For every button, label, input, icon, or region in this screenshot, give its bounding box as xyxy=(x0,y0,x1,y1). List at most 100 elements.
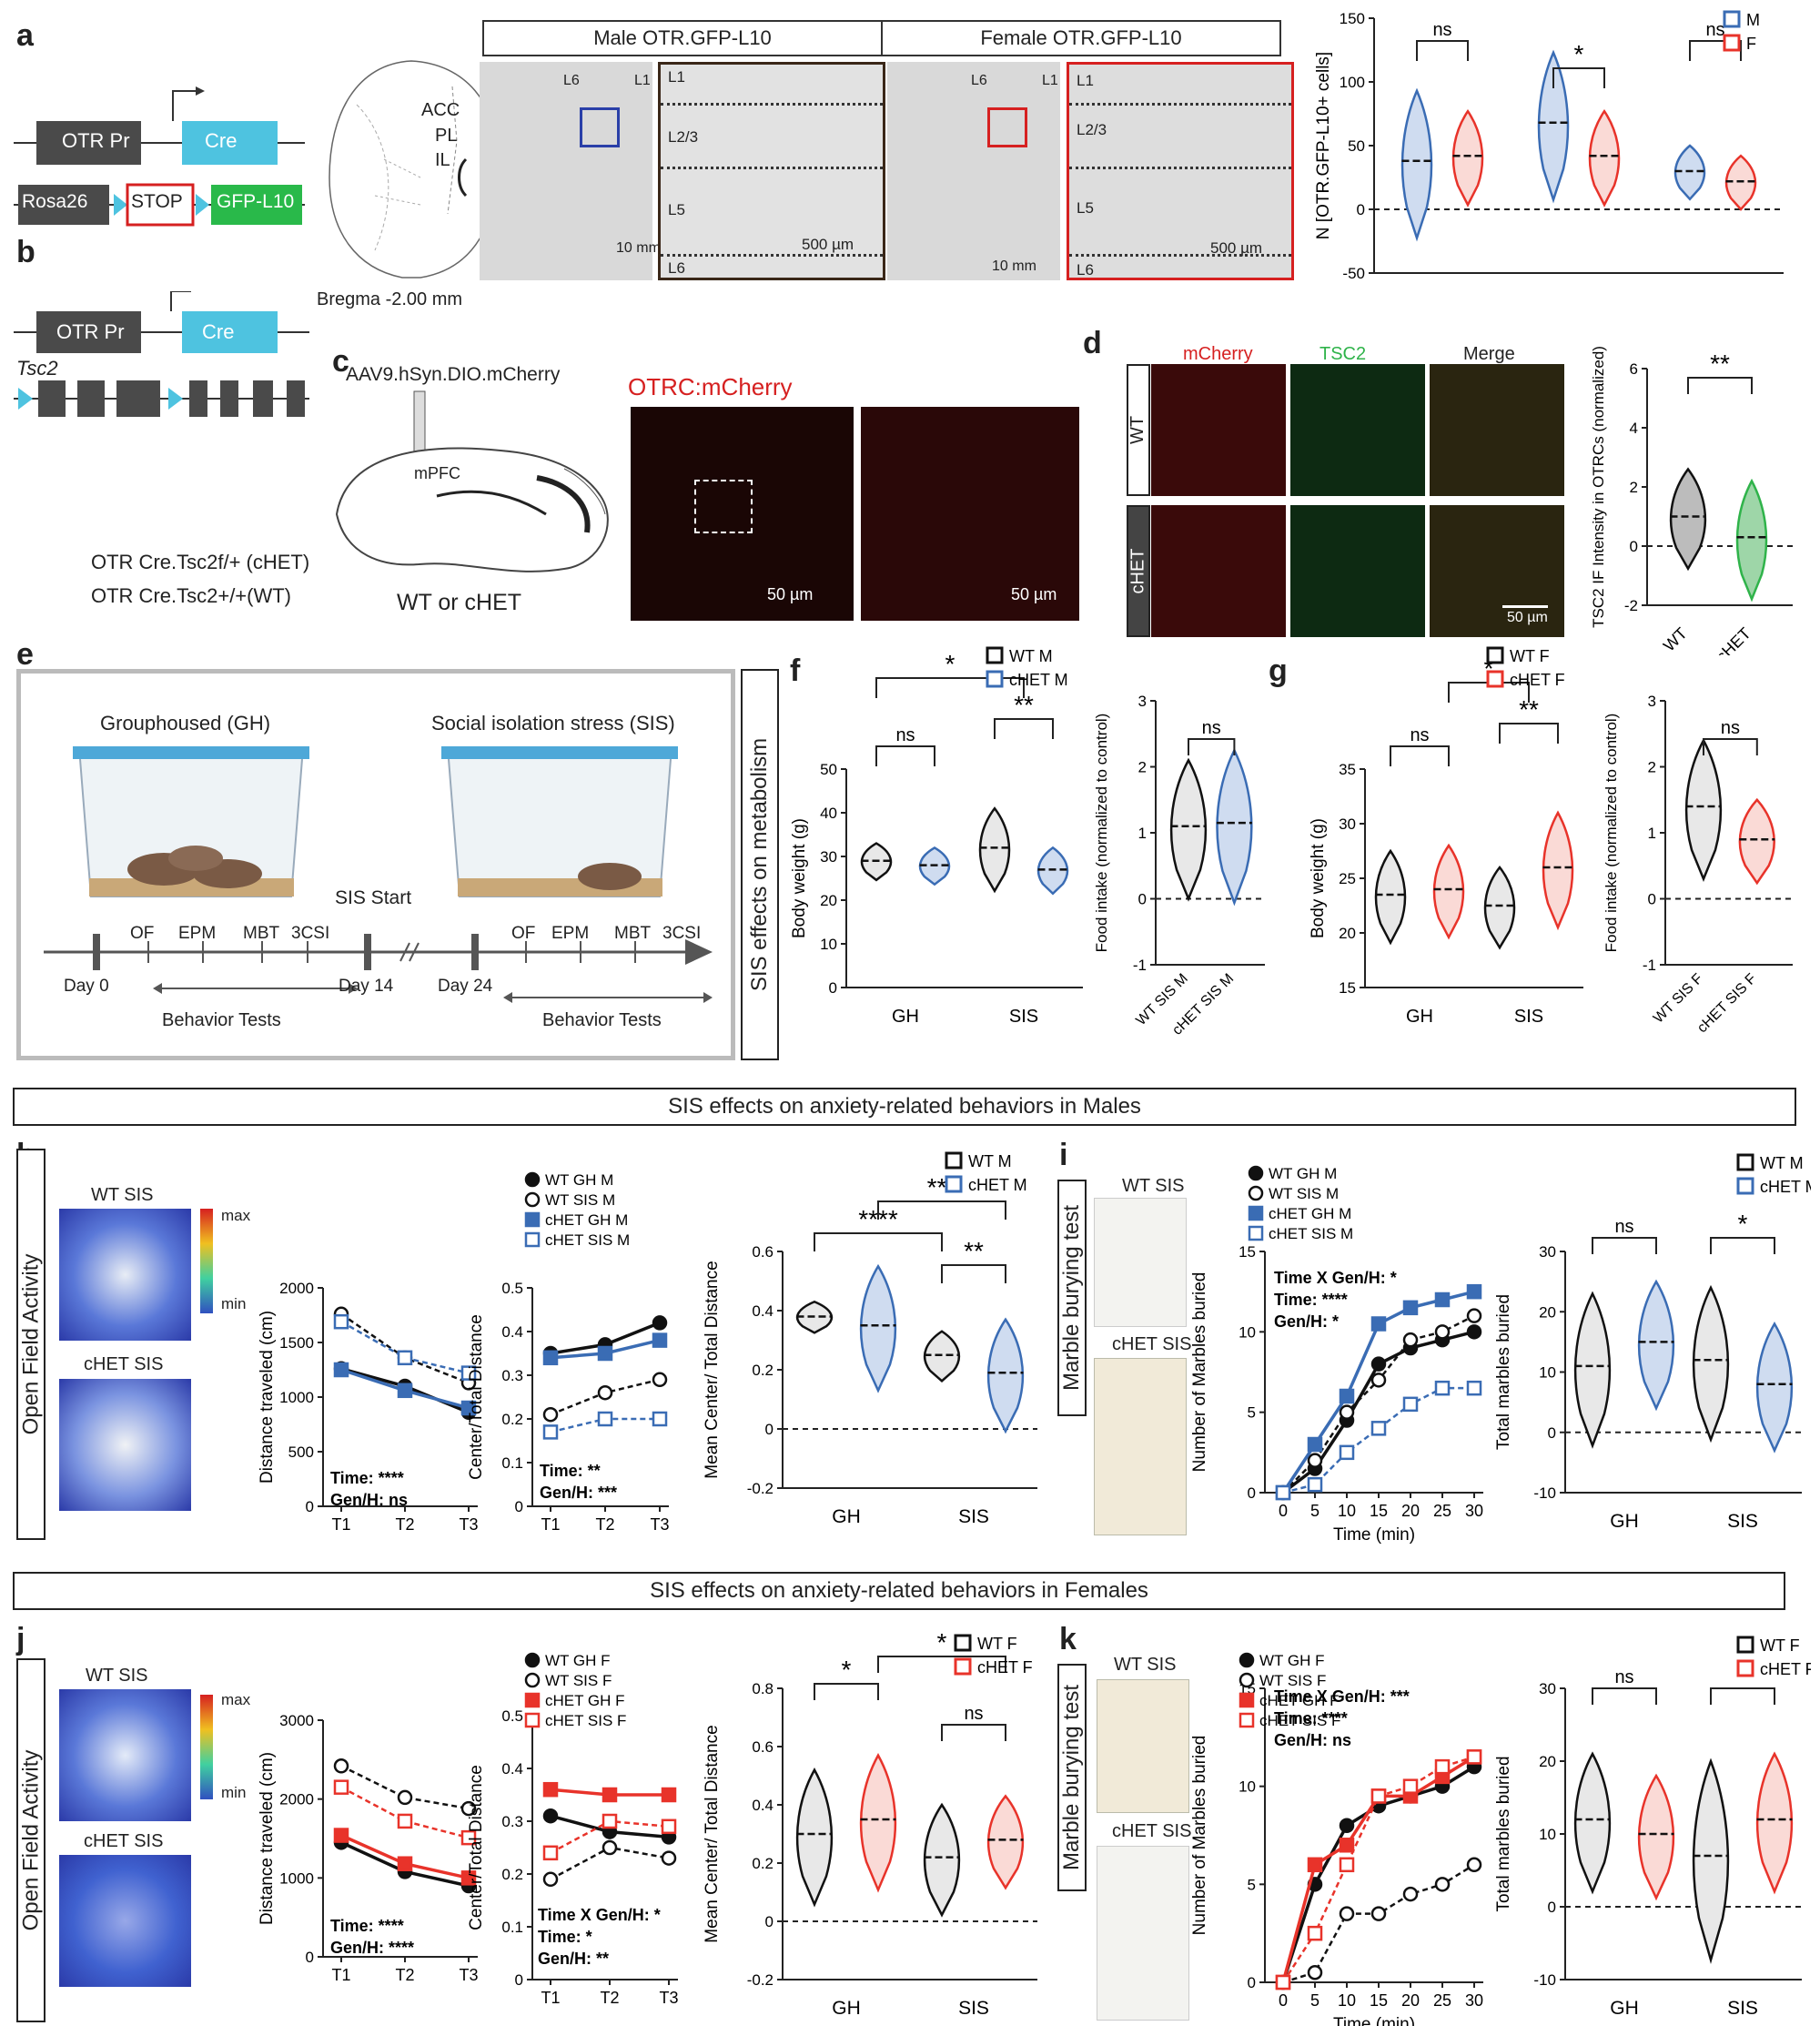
d-mcherry-label: mCherry xyxy=(1183,344,1253,364)
legend-label: WT GH F xyxy=(1259,1652,1324,1669)
rosa26-label: Rosa26 xyxy=(22,191,88,212)
legend-label: WT SIS F xyxy=(1259,1672,1326,1689)
violin-shape xyxy=(859,1263,897,1393)
data-point xyxy=(1307,1476,1323,1493)
legend-swatch xyxy=(1723,34,1741,52)
chart-f-body-weight-males: 0 10 20 30 40 50 Body weight (g) ns GH ** SIS * WT M… xyxy=(792,646,1083,1027)
significance-bracket xyxy=(1592,1237,1657,1254)
panel-label-c: c xyxy=(332,344,349,379)
legend-label: cHET GH F xyxy=(545,1692,625,1709)
y-tick-label: -0.2 xyxy=(747,1480,774,1497)
stop-label: STOP xyxy=(131,191,183,212)
data-point xyxy=(1370,1316,1387,1332)
y-tick-label: 0 xyxy=(515,1971,523,1989)
y-tick-label: 2 xyxy=(1648,759,1656,776)
x-tick-label: 0 xyxy=(1279,1502,1288,1520)
y-tick-label: 50 xyxy=(820,761,837,778)
legend-label: cHET GH M xyxy=(1269,1205,1351,1222)
significance-label: ns xyxy=(964,1704,983,1724)
data-point xyxy=(652,1315,668,1331)
legend-label: cHET GH F xyxy=(1259,1692,1340,1709)
male-zoom-image: L1 L2/3 L5 L6 500 µm xyxy=(658,62,885,280)
tick-mbt-2: MBT xyxy=(614,924,652,943)
females-banner: SIS effects on anxiety-related behaviors… xyxy=(13,1572,1785,1610)
stats-annotation: Time: **** xyxy=(330,1917,404,1935)
female-title-box: Female OTR.GFP-L10 xyxy=(881,20,1281,56)
male-title: Male OTR.GFP-L10 xyxy=(593,26,772,49)
violin-shape xyxy=(986,1317,1025,1434)
violin-shape xyxy=(1573,1291,1612,1449)
chart-f-food-intake-males: -1 0 1 2 3 Food intake (normalized to control… xyxy=(1093,693,1265,1038)
significance-label: * xyxy=(1738,1210,1748,1238)
female-zoom-l5: L5 xyxy=(1077,199,1094,217)
male-zoom-scale: 500 µm xyxy=(802,236,854,253)
x-tick-label: 20 xyxy=(1401,1991,1420,2010)
d-merge-label: Merge xyxy=(1463,344,1515,364)
il-label: IL xyxy=(435,150,450,170)
wt-genotype-label: OTR Cre.Tsc2+/+(WT) xyxy=(91,584,292,607)
data-point xyxy=(1402,1886,1419,1902)
x-tick-label: T1 xyxy=(541,1515,560,1534)
x-axis-label: Time (min) xyxy=(1333,1525,1415,1545)
d-chet-tsc2-image xyxy=(1290,505,1425,637)
y-tick-label: 0 xyxy=(829,979,837,997)
virus-label: AAV9.hSyn.DIO.mCherry xyxy=(346,364,561,385)
male-overview-image: 10 mm L6 L1 xyxy=(480,62,661,280)
data-point xyxy=(1402,1332,1419,1348)
data-point xyxy=(1370,1373,1387,1388)
x-tick-label: T3 xyxy=(659,1989,678,2007)
y-tick-label: 4 xyxy=(1630,420,1638,437)
data-point xyxy=(460,1800,477,1817)
chart-d-tsc2-intensity: -2 0 2 4 6 TSC2 IF Intensity in OTRCs (normal… xyxy=(1590,346,1793,655)
females-banner-text: SIS effects on anxiety-related behaviors… xyxy=(650,1578,1148,1603)
y-tick-label: 0.2 xyxy=(752,1855,774,1872)
data-point xyxy=(1370,1906,1387,1921)
k-chet-sis-label: cHET SIS xyxy=(1112,1821,1192,1841)
tick-epm-2: EPM xyxy=(551,924,590,943)
violin-shape xyxy=(978,806,1011,894)
chart-g-body-weight-females: 15 20 25 30 35 Body weight (g) ns GH ** SIS * WT F c… xyxy=(1310,646,1583,1027)
x-tick-label: T3 xyxy=(459,1966,478,1984)
x-tick-label: 30 xyxy=(1465,1991,1483,2010)
significance-bracket xyxy=(1687,377,1753,394)
x-category-label: GH xyxy=(832,1506,861,1527)
legend-marker xyxy=(1239,1692,1255,1708)
b-otr-promoter-label: OTR Pr xyxy=(56,320,125,343)
k-wt-sis-label: WT SIS xyxy=(1114,1655,1177,1675)
data-point xyxy=(652,1372,668,1388)
violin-shape xyxy=(1588,108,1621,208)
j-colorbar-min: min xyxy=(221,1784,247,1801)
sagittal-brain-drawing xyxy=(335,390,609,572)
stats-annotation: Gen/H: ns xyxy=(1274,1731,1351,1749)
female-zoom-l6: L6 xyxy=(1077,261,1094,279)
legend-label: cHET SIS F xyxy=(545,1712,626,1729)
violin-shape xyxy=(859,1753,897,1893)
panel-label-f: f xyxy=(790,653,801,688)
mbt-side-label-males: Marble burying test xyxy=(1057,1180,1087,1416)
day14-label: Day 14 xyxy=(339,977,394,996)
h-chet-sis-heatmap xyxy=(59,1379,191,1511)
y-tick-label: 150 xyxy=(1340,10,1365,27)
male-title-box: Male OTR.GFP-L10 xyxy=(482,20,883,56)
d-scale: 50 µm xyxy=(1507,610,1548,625)
y-tick-label: 0 xyxy=(306,1949,314,1966)
legend-marker xyxy=(1248,1225,1264,1241)
chart-i-total-marbles: -10 0 10 20 30 Total marbles buried GH SIS ns * WT… xyxy=(1494,1153,1811,1532)
stats-annotation: Gen/H: **** xyxy=(330,1939,414,1957)
legend-label: cHET GH M xyxy=(545,1211,628,1229)
legend-swatch xyxy=(1736,1177,1754,1195)
d-tsc2-label: TSC2 xyxy=(1320,344,1367,364)
significance-bracket xyxy=(1703,738,1758,755)
x-tick-label: 15 xyxy=(1370,1502,1388,1520)
y-tick-label: 2000 xyxy=(279,1791,314,1808)
x-category-label: SIS xyxy=(1727,1511,1758,1532)
data-point xyxy=(542,1350,559,1366)
mbt-side-label-females: Marble burying test xyxy=(1057,1664,1087,1891)
panel-label-b: b xyxy=(16,235,35,269)
behavior-tests-label-1: Behavior Tests xyxy=(162,1010,281,1030)
violin-shape xyxy=(1724,154,1757,211)
significance-bracket xyxy=(1710,1237,1775,1254)
stats-annotation: Time: **** xyxy=(330,1469,404,1487)
violin-shape xyxy=(1692,1284,1730,1444)
legend-label: cHET F xyxy=(1760,1660,1811,1678)
